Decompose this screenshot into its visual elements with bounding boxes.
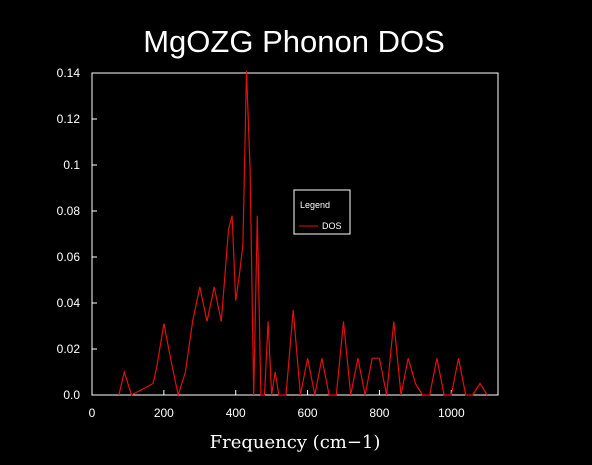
y-tick-label: 0.12 (57, 112, 81, 126)
y-tick-label: 0.04 (57, 296, 81, 310)
legend-entry-dos: DOS (322, 221, 342, 231)
plot-frame (91, 72, 499, 396)
x-tick-label: 800 (369, 406, 389, 420)
x-tick-label: 600 (298, 406, 318, 420)
y-tick-label: 0.1 (63, 158, 80, 172)
series-line-dos (118, 70, 488, 398)
legend-title: Legend (300, 200, 330, 210)
legend-box (293, 189, 351, 235)
x-axis-label: Frequency (cm−1) (210, 432, 381, 453)
x-tick-label: 1000 (438, 406, 465, 420)
chart-title: MgOZG Phonon DOS (143, 24, 445, 59)
y-tick-label: 0.06 (57, 250, 81, 264)
y-tick-label: 0.02 (57, 342, 81, 356)
x-tick-label: 400 (226, 406, 246, 420)
y-tick-label: 0.08 (57, 204, 81, 218)
x-tick-label: 0 (89, 406, 96, 420)
x-tick-label: 200 (154, 406, 174, 420)
y-tick-label: 0.14 (57, 66, 81, 80)
legend: Legend DOS (293, 189, 351, 235)
y-tick-label: 0.0 (63, 388, 80, 402)
